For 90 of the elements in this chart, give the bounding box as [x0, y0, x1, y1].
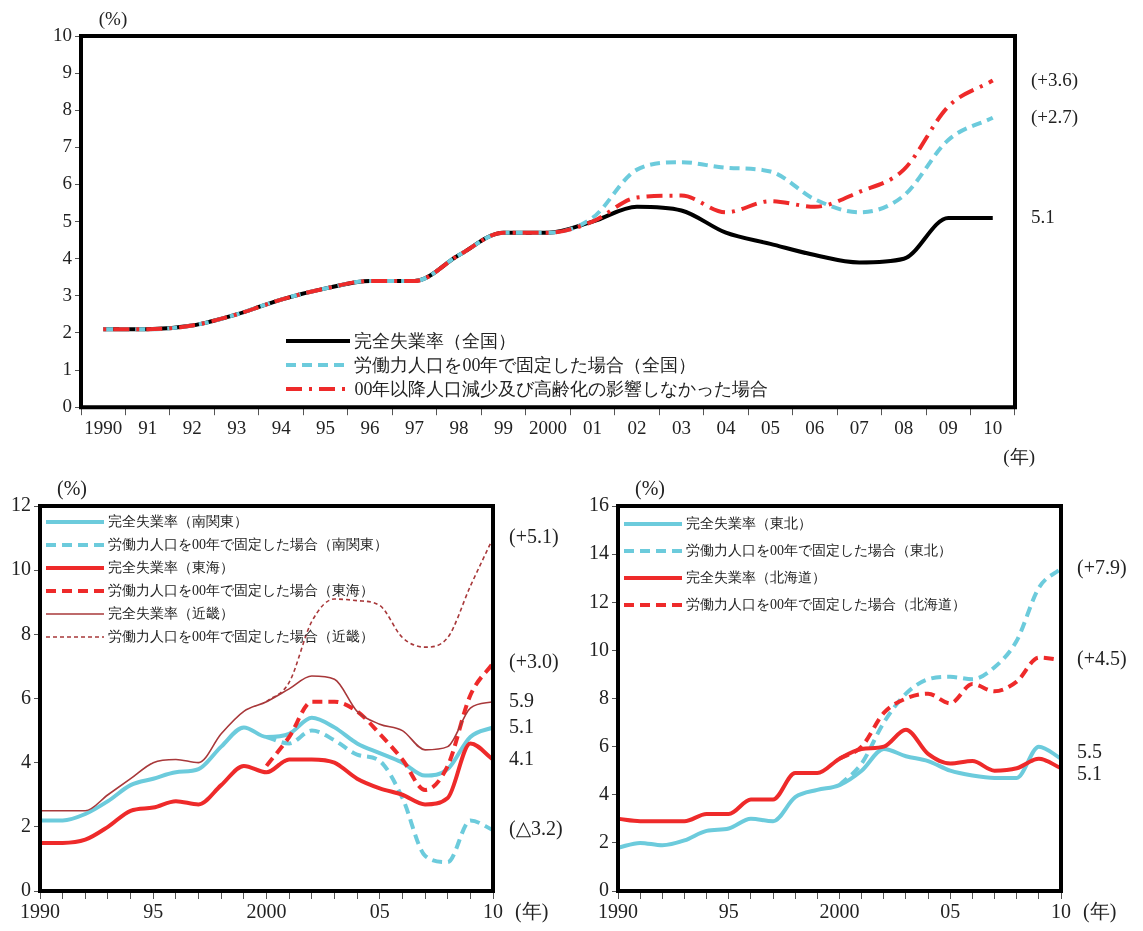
annotation: (+3.6) [1031, 68, 1079, 91]
annotation: (△3.2) [509, 817, 563, 841]
y-tick-label: 12 [11, 493, 31, 516]
legend-label: 完全失業率（全国） [354, 330, 517, 354]
y-axis-title: (%) [635, 477, 665, 501]
legend-label: 完全失業率（近畿） [108, 604, 234, 623]
x-tick-label: 10 [1051, 900, 1071, 923]
y-tick-label: 10 [53, 23, 72, 45]
y-tick-label: 6 [21, 685, 31, 708]
x-tick-label: 05 [760, 416, 780, 438]
annotation: 4.1 [509, 746, 534, 769]
legend-label: 完全失業率（北海道） [686, 568, 826, 587]
annotation: 5.5 [1077, 739, 1102, 762]
legend-label: 完全失業率（南関東） [108, 512, 248, 531]
x-tick-label: 94 [271, 416, 292, 438]
y-tick-label: 14 [589, 541, 609, 564]
x-tick-label: 04 [716, 416, 736, 438]
y-tick-label: 7 [62, 135, 72, 157]
x-tick-label: 03 [671, 416, 691, 438]
x-tick-label: 02 [627, 416, 647, 438]
annotation: 5.1 [509, 714, 534, 737]
x-tick-label: 05 [940, 900, 961, 923]
x-tick-label: 09 [938, 416, 958, 438]
annotation: (+3.0) [509, 650, 559, 674]
y-tick-label: 8 [21, 621, 31, 644]
y-tick-label: 3 [62, 283, 72, 305]
y-axis-title: (%) [98, 8, 128, 31]
x-tick-label: 1990 [20, 900, 60, 923]
x-axis-title: (年) [1083, 900, 1117, 924]
y-tick-label: 2 [62, 320, 72, 342]
y-tick-label: 10 [589, 637, 609, 660]
y-tick-label: 0 [599, 878, 609, 901]
x-tick-label: 2000 [819, 900, 860, 923]
legend-label: 労働力人口を00年で固定した場合（東北） [686, 541, 952, 560]
legend-label: 完全失業率（東北） [686, 514, 812, 533]
y-tick-label: 6 [62, 172, 72, 194]
legend-label: 完全失業率（東海） [108, 558, 234, 577]
y-tick-label: 6 [599, 733, 609, 756]
x-tick-label: 2000 [246, 900, 287, 923]
y-tick-label: 4 [599, 782, 609, 804]
x-tick-label: 98 [449, 416, 469, 438]
y-axis-title: (%) [57, 477, 87, 501]
y-tick-label: 4 [21, 749, 31, 772]
x-axis-title: (年) [1003, 446, 1035, 469]
y-tick-label: 16 [589, 493, 609, 516]
legend-label: 労働力人口を00年で固定した場合（北海道） [686, 595, 966, 614]
y-tick-label: 2 [21, 814, 31, 837]
x-tick-label: 97 [405, 416, 425, 438]
annotation: (+7.9) [1077, 555, 1127, 579]
x-tick-label: 05 [369, 900, 390, 923]
y-tick-label: 10 [11, 557, 31, 580]
legend-label: 労働力人口を00年で固定した場合（全国） [354, 354, 697, 378]
y-tick-label: 12 [589, 589, 609, 612]
x-axis-title: (年) [515, 900, 549, 924]
x-tick-label: 06 [805, 416, 825, 438]
y-tick-label: 1 [62, 358, 72, 380]
legend-label: 労働力人口を00年で固定した場合（近畿） [108, 627, 374, 646]
x-tick-label: 10 [983, 416, 1003, 438]
x-tick-label: 91 [138, 416, 158, 438]
y-tick-label: 2 [599, 830, 609, 853]
y-tick-label: 9 [62, 61, 72, 83]
annotation: (+4.5) [1077, 647, 1127, 671]
legend-label: 労働力人口を00年で固定した場合（東海） [108, 581, 374, 600]
annotation: 5.1 [1031, 205, 1055, 227]
x-tick-label: 08 [894, 416, 914, 438]
y-tick-label: 4 [62, 246, 73, 268]
x-tick-label: 01 [582, 416, 602, 438]
x-tick-label: 2000 [529, 416, 567, 438]
y-tick-label: 0 [62, 395, 72, 417]
x-tick-label: 1990 [598, 900, 638, 923]
x-tick-label: 10 [483, 900, 503, 923]
y-tick-label: 8 [62, 98, 72, 120]
x-tick-label: 1990 [84, 416, 123, 438]
x-tick-label: 95 [143, 900, 164, 923]
annotation: 5.1 [1077, 761, 1102, 784]
x-tick-label: 07 [849, 416, 869, 438]
x-tick-label: 99 [494, 416, 514, 438]
x-tick-label: 95 [316, 416, 336, 438]
x-tick-label: 92 [182, 416, 202, 438]
y-tick-label: 0 [21, 878, 31, 901]
x-tick-label: 96 [360, 416, 380, 438]
y-tick-label: 8 [599, 685, 609, 708]
legend-label: 00年以降人口減少及び高齢化の影響しなかった場合 [354, 378, 769, 402]
legend-label: 労働力人口を00年で固定した場合（南関東） [108, 535, 388, 554]
annotation: (+5.1) [509, 525, 559, 549]
x-tick-label: 93 [227, 416, 247, 438]
y-tick-label: 5 [62, 209, 72, 231]
x-tick-label: 95 [718, 900, 739, 923]
annotation: (+2.7) [1031, 105, 1079, 128]
annotation: 5.9 [509, 688, 534, 711]
